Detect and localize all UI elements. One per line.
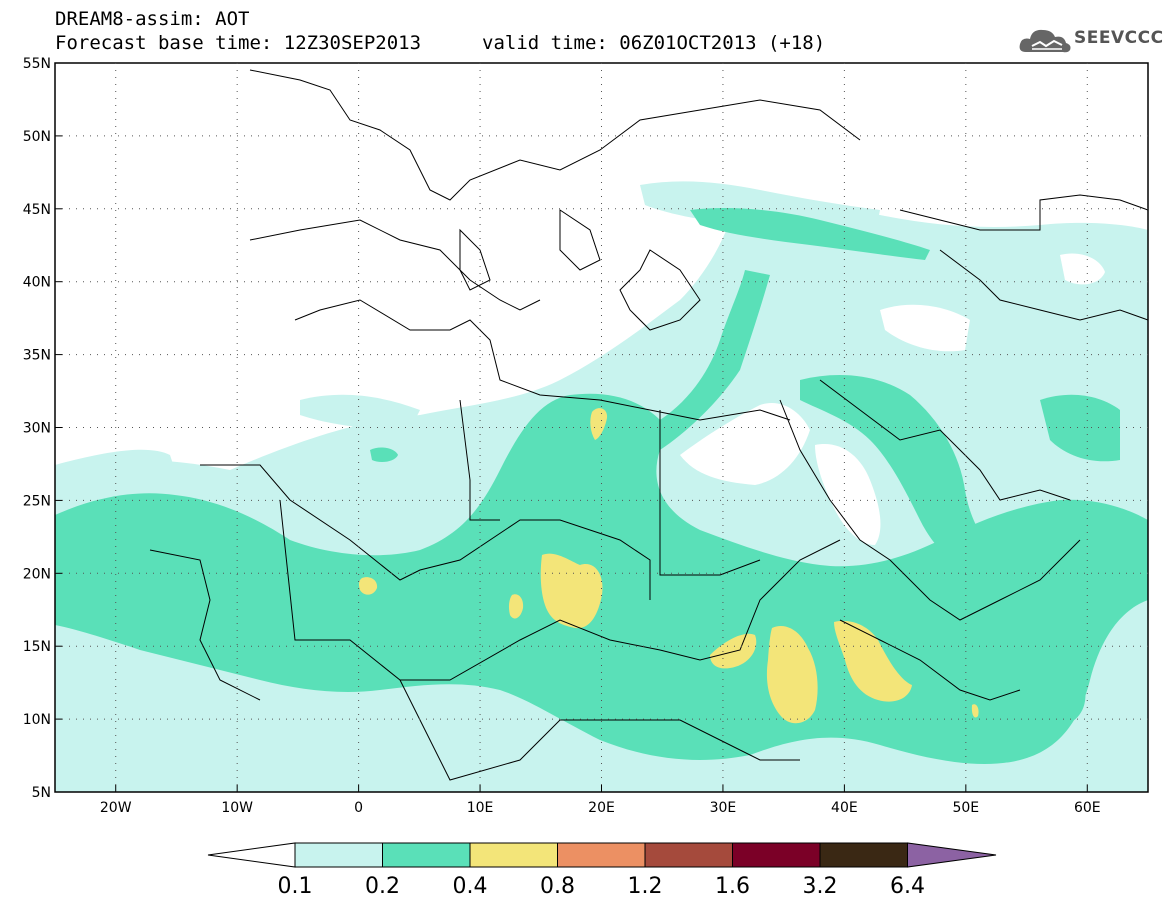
- colorbar-underflow-triangle: [207, 842, 296, 868]
- colorbar-segment: [732, 842, 821, 868]
- colorbar-segment: [469, 842, 558, 868]
- logo-text: SEEVCCC: [1074, 28, 1164, 48]
- longitude-labels: 20W 10W 0 10E 20E 30E 40E 50E 60E: [100, 800, 1101, 816]
- latitude-label: 35N: [23, 348, 51, 364]
- graticule: [55, 62, 1148, 793]
- forecast-base-time: Forecast base time: 12Z30SEP2013: [55, 32, 422, 54]
- longitude-label: 30E: [710, 800, 737, 816]
- valid-time: valid time: 06Z01OCT2013 (+18): [482, 32, 826, 54]
- latitude-label: 45N: [23, 202, 51, 218]
- latitude-label: 5N: [32, 785, 51, 801]
- latitude-label: 20N: [23, 566, 51, 582]
- longitude-label: 10W: [221, 800, 253, 816]
- map-title: DREAM8-assim: AOT: [55, 8, 250, 30]
- longitude-label: 10E: [467, 800, 494, 816]
- colorbar-label: 1.2: [628, 874, 663, 899]
- latitude-label: 25N: [23, 493, 51, 509]
- country-boundaries: [149, 69, 1148, 781]
- longitude-label: 0: [354, 800, 363, 816]
- latitude-label: 10N: [23, 712, 51, 728]
- aot-clear-areas: [55, 63, 1148, 545]
- latitude-labels: 55N 50N 45N 40N 35N 30N 25N 20N 15N 10N 5N: [23, 56, 51, 801]
- longitude-label: 20W: [100, 800, 132, 816]
- colorbar-segment: [382, 842, 471, 868]
- latitude-label: 30N: [23, 421, 51, 437]
- colorbar-segment: [644, 842, 733, 868]
- colorbar-overflow-triangle: [907, 842, 997, 868]
- colorbar-label: 0.2: [365, 874, 400, 899]
- latitude-label: 55N: [23, 56, 51, 72]
- colorbar-label: 1.6: [715, 874, 750, 899]
- colorbar-segment: [557, 842, 646, 868]
- colorbar-label: 0.8: [540, 874, 575, 899]
- latitude-label: 50N: [23, 129, 51, 145]
- longitude-label: 40E: [831, 800, 858, 816]
- longitude-label: 50E: [952, 800, 979, 816]
- cloud-icon: [1019, 29, 1071, 53]
- seevccc-logo: SEEVCCC: [1018, 24, 1163, 58]
- colorbar-label: 0.1: [278, 874, 313, 899]
- colorbar-segment: [294, 842, 383, 868]
- colorbar-label: 3.2: [803, 874, 838, 899]
- longitude-label: 60E: [1074, 800, 1101, 816]
- longitude-label: 20E: [588, 800, 615, 816]
- latitude-label: 40N: [23, 275, 51, 291]
- latitude-label: 15N: [23, 639, 51, 655]
- aot-level-0-4: [358, 408, 979, 724]
- colorbar-label: 0.4: [453, 874, 488, 899]
- colorbar-label: 6.4: [890, 874, 925, 899]
- colorbar-segment: [819, 842, 908, 868]
